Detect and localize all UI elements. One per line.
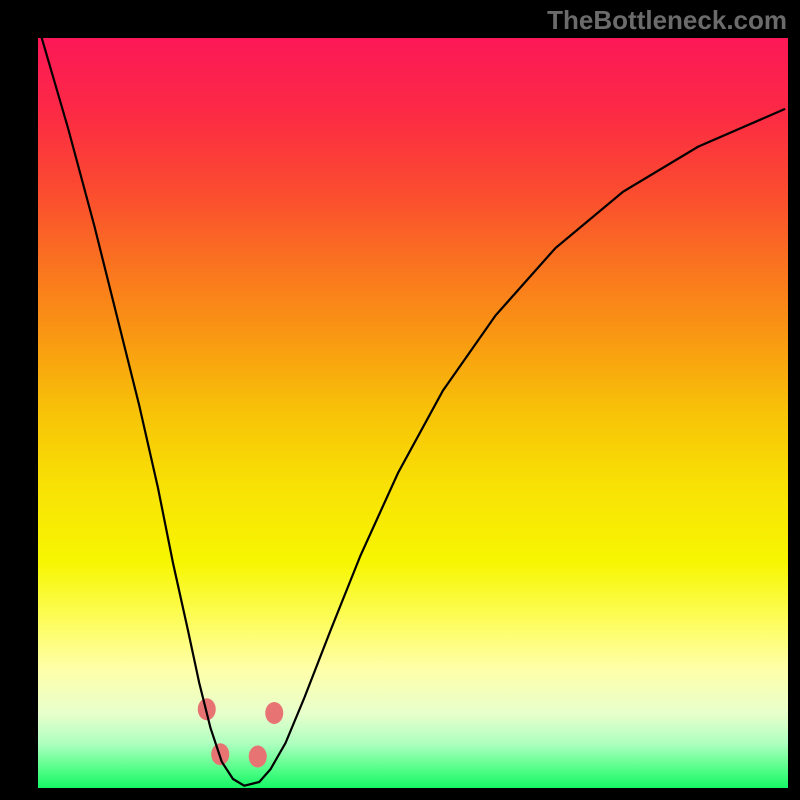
chart-canvas: TheBottleneck.com (0, 0, 800, 800)
chart-svg (0, 0, 800, 800)
marker-dot (265, 702, 283, 724)
plot-background (38, 38, 788, 788)
watermark-text: TheBottleneck.com (547, 5, 787, 36)
marker-dot (249, 746, 267, 768)
